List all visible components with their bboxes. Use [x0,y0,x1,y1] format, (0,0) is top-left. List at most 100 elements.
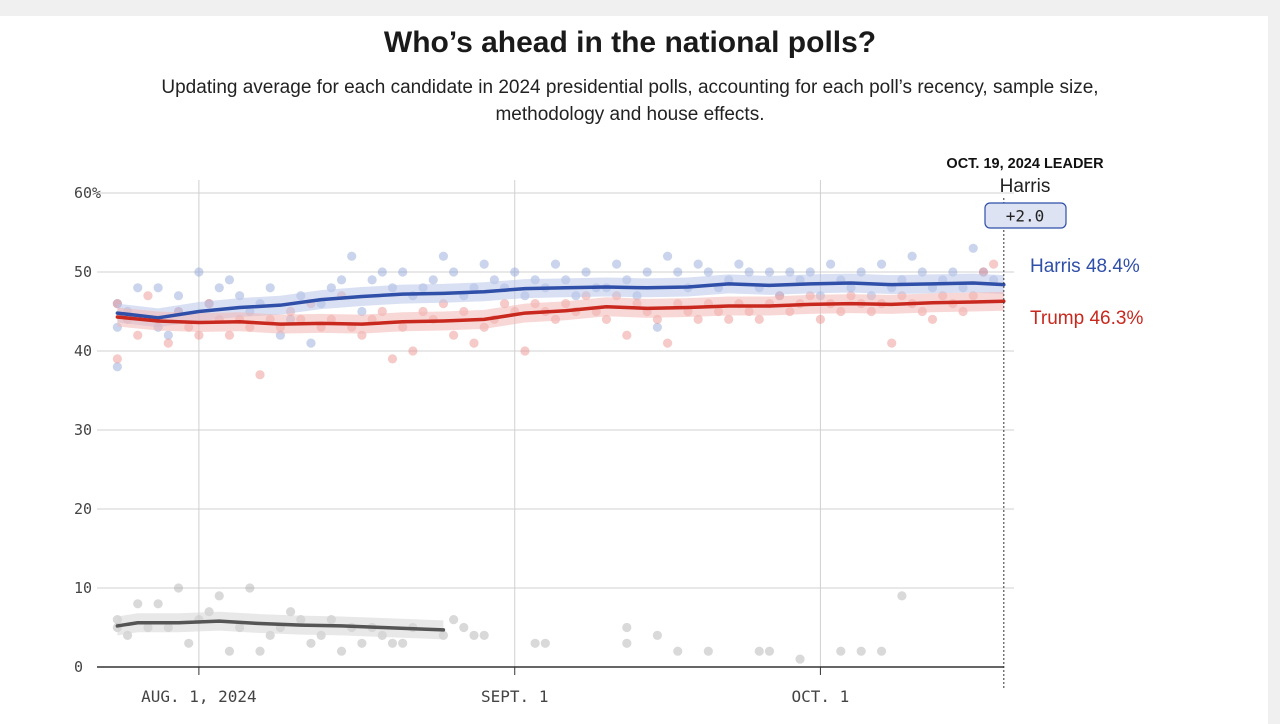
poll-dot-harris [214,283,224,293]
poll-dot-harris [703,267,713,277]
poll-dot-harris [265,283,275,293]
poll-dot-harris [805,267,815,277]
poll-dot-harris [968,243,978,253]
poll-dot-kennedy [795,654,805,664]
poll-dot-kennedy [449,615,459,625]
poll-dot-kennedy [652,630,662,641]
poll-dot-kennedy [173,583,184,593]
poll-dot-kennedy [153,599,163,609]
poll-dot-kennedy [336,646,347,656]
poll-dot-harris [581,267,591,277]
poll-dot-kennedy [133,599,143,609]
poll-dot-trump [163,338,173,348]
poll-dot-trump [387,354,398,364]
poll-dot-kennedy [876,646,887,656]
series-label-harris: Harris 48.4% [1030,256,1140,277]
poll-dot-kennedy [703,646,713,656]
poll-dot-harris [112,362,122,372]
poll-dot-harris [357,306,367,317]
poll-dot-kennedy [245,583,255,593]
poll-dot-trump [887,338,897,348]
poll-dot-kennedy [764,646,775,656]
y-tick-label: 40 [74,342,92,360]
average-line-kennedy [115,619,446,632]
leader-margin-value: +2.0 [1006,207,1045,226]
page-title: Who’s ahead in the national polls? [383,26,877,59]
poll-dot-harris [744,267,754,277]
poll-dot-kennedy [224,646,235,656]
poll-dot-kennedy [469,630,479,641]
poll-dot-kennedy [754,646,764,656]
poll-dot-trump [194,330,204,340]
y-tick-label: 60% [74,184,101,202]
poll-dot-trump [601,314,612,324]
poll-dot-kennedy [897,591,907,601]
poll-dot-harris [367,275,377,285]
poll-dot-harris [764,267,775,277]
poll-dot-harris [428,275,438,285]
poll-dot-trump [408,346,418,356]
poll-dot-harris [479,259,489,269]
poll-dot-kennedy [357,638,367,648]
poll-dot-trump [520,346,530,356]
poll-dot-trump [143,291,153,301]
poll-dot-harris [550,259,561,269]
poll-dot-kennedy [459,622,469,633]
y-axis-ticks: 0 10 20 30 40 50 60% [74,184,101,676]
poll-dot-trump [112,354,122,364]
poll-dot-kennedy [836,646,846,656]
poll-dot-harris [398,267,408,277]
poll-dot-trump [815,314,826,324]
poll-dot-harris [347,251,357,261]
x-axis-ticks: AUG. 1, 2024 SEPT. 1 OCT. 1 [141,687,849,706]
poll-dot-trump [724,314,734,324]
gridlines [97,192,1014,589]
poll-dot-harris [194,267,204,277]
poll-dot-trump [989,259,999,269]
poll-dot-harris [693,259,703,269]
chart-card [0,16,1268,724]
poll-dot-kennedy [306,638,316,648]
average-line-trump [115,299,1006,326]
leader-date-label: OCT. 19, 2024 LEADER [946,156,1104,172]
poll-dot-kennedy [622,638,632,648]
poll-dot-harris [336,275,347,285]
poll-dot-kennedy [214,591,224,601]
average-lines [115,281,1006,632]
poll-dot-trump [449,330,459,340]
poll-dot-trump [133,330,143,340]
poll-dot-harris [907,251,917,261]
poll-dot-trump [662,338,673,348]
uncertainty-band-harris [117,273,1004,328]
poll-dot-harris [449,267,459,277]
poll-dot-harris [133,283,143,293]
x-tick-label: AUG. 1, 2024 [141,687,257,706]
poll-dot-harris [510,267,520,277]
poll-dot-harris [438,251,449,261]
poll-dot-harris [917,267,927,277]
y-tick-label: 10 [74,579,92,597]
poll-dot-kennedy [285,607,296,617]
poll-dot-harris [673,267,683,277]
poll-dot-trump [224,330,235,340]
poll-dot-harris [306,338,316,348]
poll-dot-kennedy [530,638,540,648]
poll-dot-harris [163,330,173,340]
y-tick-label: 0 [74,658,83,676]
poll-dot-kennedy [398,638,408,648]
poll-dot-kennedy [622,622,632,633]
poll-dot-kennedy [479,630,489,641]
poll-dot-kennedy [387,638,398,648]
leader-margin-badge [984,202,1067,229]
poll-dot-kennedy [540,638,550,648]
poll-dot-harris [826,259,836,269]
poll-dot-harris [876,259,887,269]
x-tick-label: SEPT. 1 [481,687,548,706]
poll-dot-kennedy [255,646,265,656]
poll-dot-trump [693,314,703,324]
average-line-harris [115,281,1006,320]
y-tick-label: 50 [74,263,92,281]
poll-dot-harris [662,251,673,261]
poll-dot-trump [469,338,479,348]
x-tick-label: OCT. 1 [792,687,850,706]
